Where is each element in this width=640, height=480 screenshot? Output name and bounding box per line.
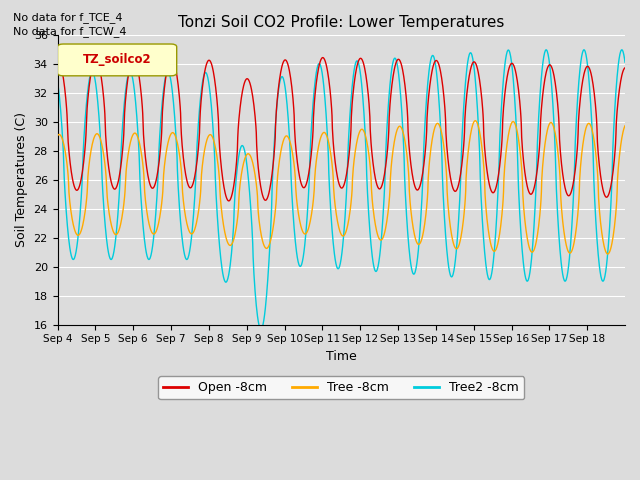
Legend: Open -8cm, Tree -8cm, Tree2 -8cm: Open -8cm, Tree -8cm, Tree2 -8cm bbox=[159, 376, 524, 399]
Y-axis label: Soil Temperatures (C): Soil Temperatures (C) bbox=[15, 112, 28, 248]
X-axis label: Time: Time bbox=[326, 350, 356, 363]
Text: No data for f_TCW_4: No data for f_TCW_4 bbox=[13, 26, 126, 37]
Text: No data for f_TCE_4: No data for f_TCE_4 bbox=[13, 12, 122, 23]
FancyBboxPatch shape bbox=[58, 44, 177, 76]
Text: TZ_soilco2: TZ_soilco2 bbox=[83, 53, 152, 66]
Title: Tonzi Soil CO2 Profile: Lower Temperatures: Tonzi Soil CO2 Profile: Lower Temperatur… bbox=[178, 15, 504, 30]
